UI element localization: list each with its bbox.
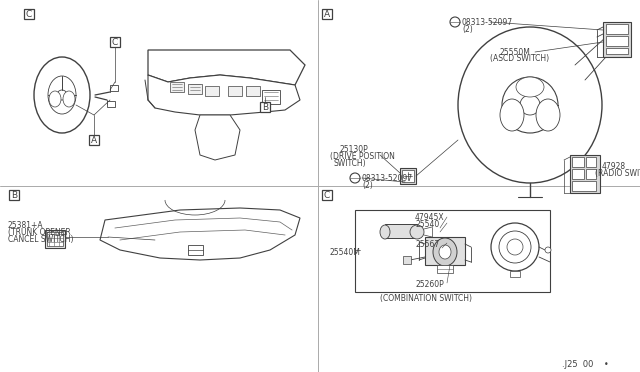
Bar	[606, 36, 628, 46]
Bar	[400, 168, 416, 184]
Text: .J25  00    •: .J25 00 •	[562, 360, 609, 369]
Ellipse shape	[450, 17, 460, 27]
Ellipse shape	[458, 27, 602, 183]
Text: B: B	[262, 103, 268, 112]
Ellipse shape	[499, 231, 531, 263]
Bar	[188, 84, 202, 94]
Bar	[510, 271, 520, 277]
Text: 25567: 25567	[415, 240, 439, 249]
Text: (TRUNK OPENER: (TRUNK OPENER	[8, 228, 71, 237]
Bar	[262, 90, 280, 104]
Bar	[205, 86, 219, 96]
Ellipse shape	[57, 90, 67, 100]
Bar	[246, 86, 260, 96]
Polygon shape	[148, 50, 305, 85]
Bar	[45, 230, 65, 248]
Bar	[586, 157, 596, 167]
Text: 25540M: 25540M	[330, 248, 361, 257]
Polygon shape	[195, 115, 240, 160]
Ellipse shape	[491, 223, 539, 271]
Bar	[403, 256, 411, 264]
Bar	[89, 135, 99, 145]
Text: B: B	[11, 191, 17, 200]
Ellipse shape	[502, 77, 558, 133]
Bar	[322, 9, 332, 19]
Bar	[260, 102, 270, 112]
Ellipse shape	[350, 173, 360, 183]
Bar	[228, 86, 242, 96]
Bar	[110, 37, 120, 47]
Bar	[603, 22, 631, 57]
Text: SWITCH): SWITCH)	[334, 159, 367, 168]
Ellipse shape	[380, 225, 390, 239]
Polygon shape	[148, 75, 300, 115]
Ellipse shape	[63, 91, 75, 107]
Bar	[572, 181, 596, 191]
Ellipse shape	[410, 225, 424, 239]
Text: CANCEL SWITCH): CANCEL SWITCH)	[8, 235, 74, 244]
Bar	[170, 82, 184, 92]
Bar	[9, 190, 19, 200]
Text: C: C	[324, 191, 330, 200]
Text: 47945X: 47945X	[415, 213, 445, 222]
Ellipse shape	[545, 247, 551, 253]
Text: 25550M: 25550M	[500, 48, 531, 57]
Text: 08313-52097: 08313-52097	[362, 174, 413, 183]
Bar	[107, 101, 115, 107]
Bar	[425, 237, 465, 265]
Text: C: C	[112, 38, 118, 47]
Text: C: C	[26, 10, 32, 19]
Text: (DRIVE POSITION: (DRIVE POSITION	[330, 152, 395, 161]
Bar	[606, 24, 628, 34]
Text: (RADIO SWITCH): (RADIO SWITCH)	[595, 169, 640, 178]
Ellipse shape	[520, 95, 540, 115]
Bar	[110, 85, 118, 91]
Text: (2): (2)	[462, 25, 473, 34]
Text: A: A	[91, 136, 97, 145]
Text: 08313-52097: 08313-52097	[462, 18, 513, 27]
Bar	[572, 169, 584, 179]
Ellipse shape	[48, 76, 76, 114]
Bar	[402, 170, 414, 182]
Text: 25130P: 25130P	[340, 145, 369, 154]
Ellipse shape	[433, 238, 457, 266]
Text: 25260P: 25260P	[415, 280, 444, 289]
Text: 47928: 47928	[602, 162, 626, 171]
Bar	[572, 157, 584, 167]
Ellipse shape	[500, 99, 524, 131]
Text: 25540: 25540	[415, 220, 439, 229]
Bar	[586, 169, 596, 179]
Text: 25381+A: 25381+A	[8, 221, 44, 230]
Bar	[355, 210, 550, 292]
Text: (2): (2)	[362, 181, 372, 190]
Ellipse shape	[34, 57, 90, 133]
Bar	[24, 9, 34, 19]
Ellipse shape	[49, 91, 61, 107]
Text: (ASCD SWITCH): (ASCD SWITCH)	[490, 54, 549, 63]
Ellipse shape	[516, 77, 544, 97]
Bar	[47, 232, 63, 246]
Ellipse shape	[536, 99, 560, 131]
Bar	[437, 265, 453, 273]
Text: (COMBINATION SWITCH): (COMBINATION SWITCH)	[380, 294, 472, 303]
Bar	[385, 224, 417, 238]
Ellipse shape	[507, 239, 523, 255]
Bar	[188, 245, 203, 255]
Bar	[606, 48, 628, 54]
Polygon shape	[100, 208, 300, 260]
Bar	[322, 190, 332, 200]
Ellipse shape	[439, 245, 451, 259]
Text: A: A	[324, 10, 330, 19]
Bar	[570, 155, 600, 193]
